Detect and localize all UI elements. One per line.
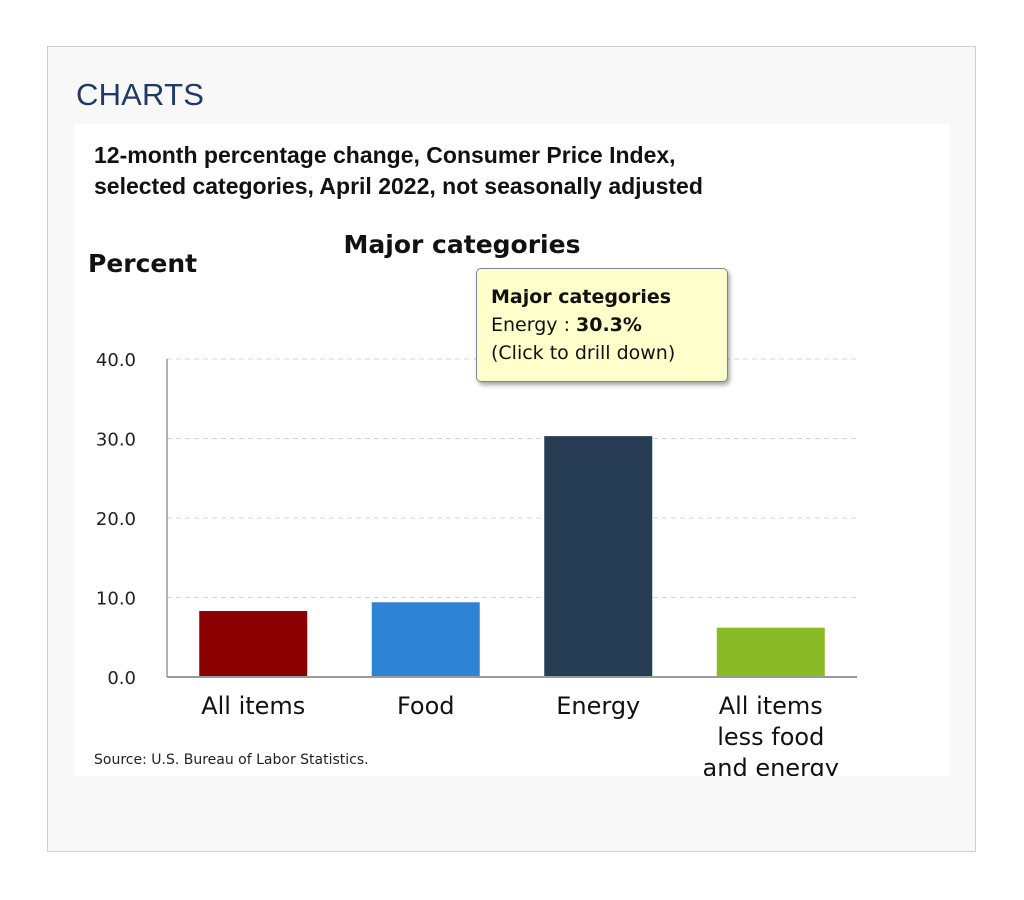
bar[interactable]: [199, 611, 308, 677]
chart-title: 12-month percentage change, Consumer Pri…: [94, 140, 854, 202]
bar-chart[interactable]: Major categories Percent 0.0 10.0 20.0 30.0 40…: [74, 124, 950, 776]
x-tick-label: Food: [397, 692, 455, 720]
charts-panel: CHARTS 12-month percentage change, Consu…: [47, 46, 976, 852]
y-tick-label: 40.0: [96, 350, 136, 371]
bar[interactable]: [716, 627, 825, 677]
chart-tooltip: Major categories Energy : 30.3% (Click t…: [476, 268, 728, 382]
source-note: Source: U.S. Bureau of Labor Statistics.: [94, 752, 369, 768]
x-tick-label: Energy: [556, 692, 640, 720]
x-tick-label: and energy: [703, 754, 839, 776]
x-tick-label: All items: [719, 692, 823, 720]
tooltip-separator: :: [557, 314, 577, 336]
tooltip-series-label: Energy: [491, 314, 558, 336]
bar[interactable]: [544, 436, 653, 677]
y-axis-label: Percent: [88, 249, 197, 278]
x-tick-label: less food: [717, 723, 824, 751]
y-tick-label: 10.0: [96, 589, 136, 610]
chart-title-line: 12-month percentage change, Consumer Pri…: [94, 142, 676, 168]
y-tick-label: 30.0: [96, 430, 136, 451]
bar[interactable]: [371, 602, 480, 677]
tooltip-value: 30.3%: [576, 314, 642, 336]
tooltip-hint: (Click to drill down): [491, 342, 676, 364]
tooltip-title: Major categories: [491, 286, 672, 308]
chart-title-line: selected categories, April 2022, not sea…: [94, 173, 703, 199]
chart-card[interactable]: 12-month percentage change, Consumer Pri…: [74, 124, 950, 776]
y-tick-label: 0.0: [107, 668, 136, 689]
chart-subtitle: Major categories: [344, 230, 581, 259]
tooltip-value-line: Energy : 30.3%: [491, 311, 727, 339]
x-tick-label: All items: [201, 692, 305, 720]
section-heading: CHARTS: [76, 77, 205, 112]
y-tick-label: 20.0: [96, 509, 136, 530]
